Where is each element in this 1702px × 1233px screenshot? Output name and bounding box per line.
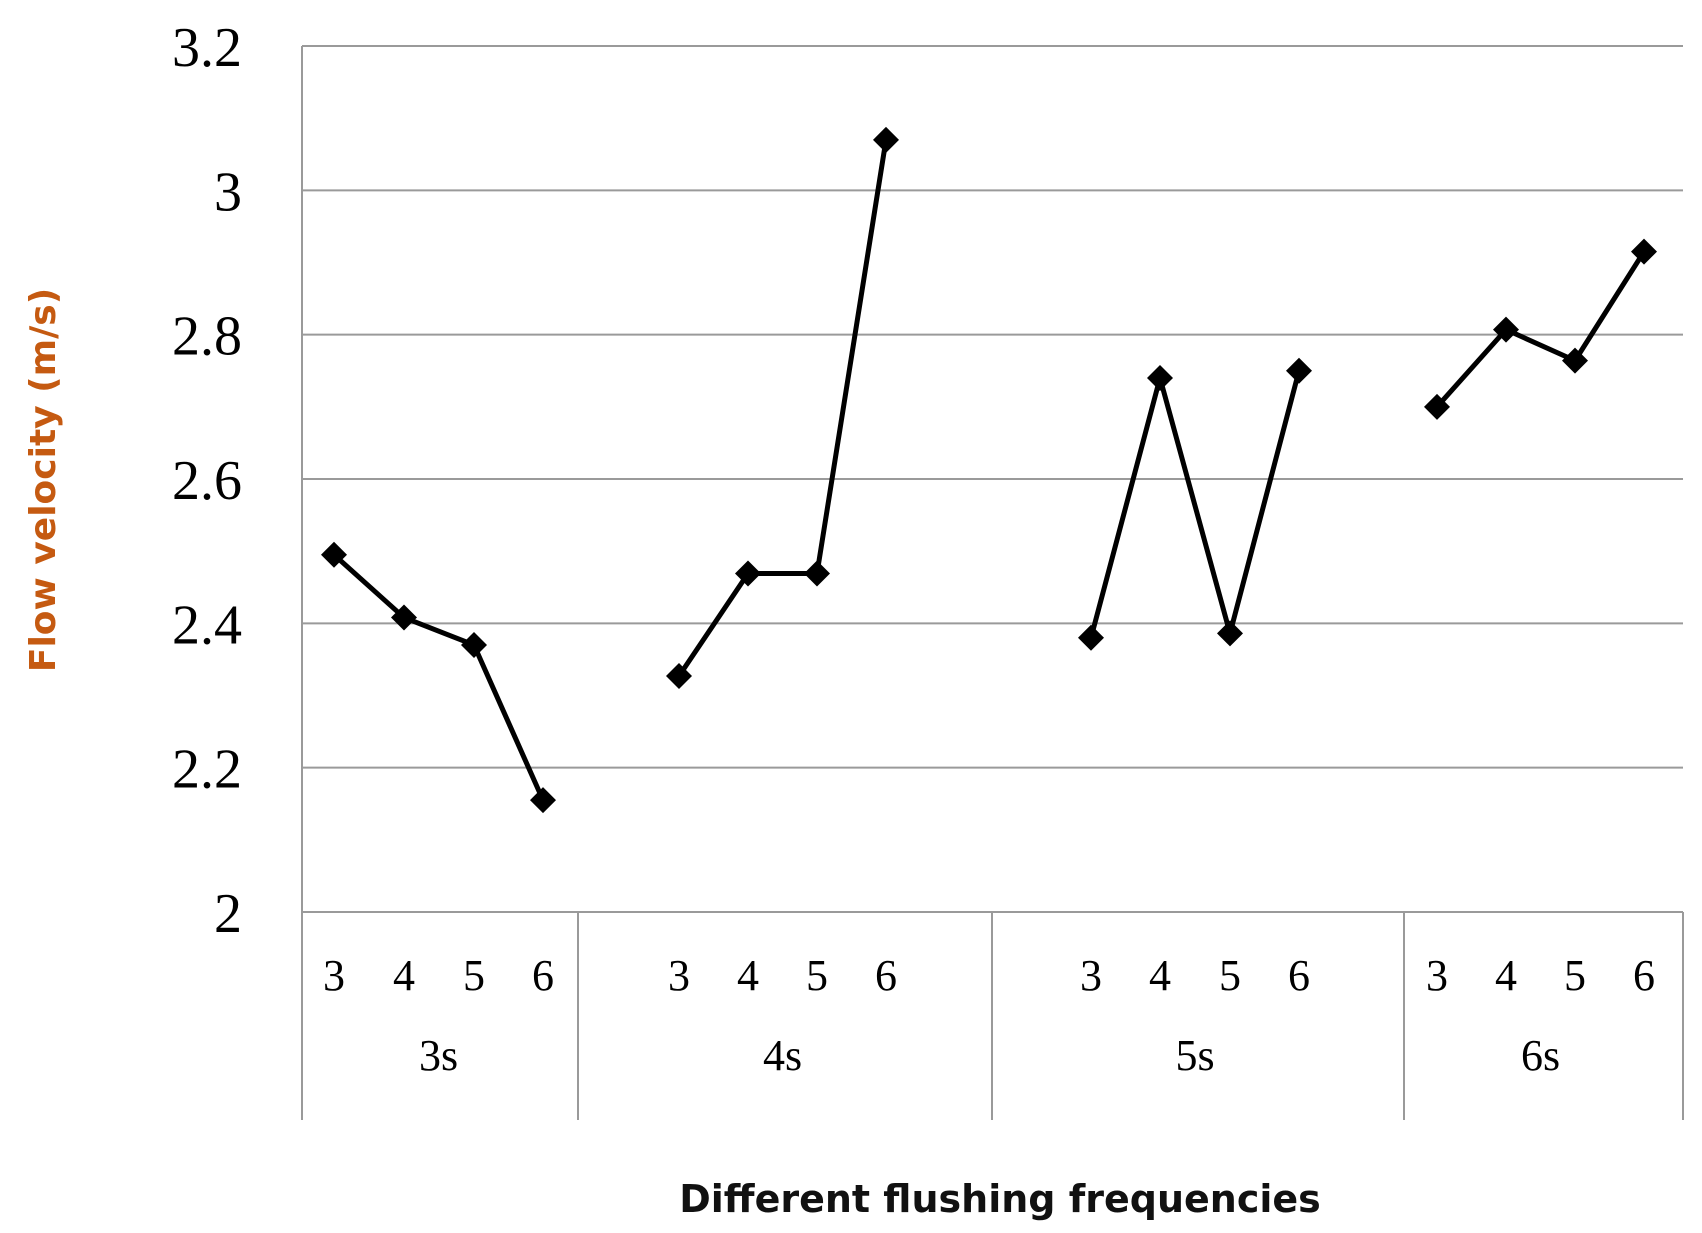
x-tick-label: 3 xyxy=(323,951,345,1000)
y-tick-label: 2 xyxy=(214,883,242,945)
data-point-marker xyxy=(1493,316,1519,343)
x-tick-label: 4 xyxy=(737,951,759,1000)
x-tick-label: 6 xyxy=(875,951,897,1000)
x-tick-label: 3 xyxy=(1426,951,1448,1000)
y-axis-ticks: 2 2.2 2.4 2.6 2.8 3 3.2 xyxy=(172,17,242,945)
data-point-marker xyxy=(1217,620,1243,647)
data-point-marker xyxy=(804,560,830,587)
x-tick-label: 5 xyxy=(1564,951,1586,1000)
x-tick-label: 6 xyxy=(532,951,554,1000)
x-tick-label: 6 xyxy=(1288,951,1310,1000)
x-tick-label: 5 xyxy=(463,951,485,1000)
data-point-marker xyxy=(1424,393,1450,420)
y-tick-label: 2.2 xyxy=(172,739,242,801)
x-tick-label: 4 xyxy=(393,951,415,1000)
x-tick-label: 4 xyxy=(1149,951,1171,1000)
x-tick-label: 4 xyxy=(1495,951,1517,1000)
series xyxy=(321,126,1657,814)
series-line xyxy=(1435,250,1647,409)
y-tick-label: 2.6 xyxy=(172,450,242,512)
data-point-marker xyxy=(873,126,899,153)
series-line xyxy=(332,552,546,802)
group-label: 5s xyxy=(1175,1031,1214,1080)
x-tick-label: 5 xyxy=(806,951,828,1000)
group-label: 6s xyxy=(1521,1031,1560,1080)
x-tick-label: 3 xyxy=(668,951,690,1000)
y-tick-label: 3 xyxy=(214,161,242,223)
data-point-marker xyxy=(735,560,761,587)
data-point-marker xyxy=(666,663,692,690)
x-axis-label: Different flushing frequencies xyxy=(679,1177,1321,1221)
data-point-marker xyxy=(1286,357,1312,384)
data-point-marker xyxy=(391,604,417,631)
y-tick-label: 3.2 xyxy=(172,17,242,79)
x-tick-label: 3 xyxy=(1080,951,1102,1000)
data-point-marker xyxy=(1147,364,1173,391)
x-tick-label: 5 xyxy=(1219,951,1241,1000)
group-label: 4s xyxy=(763,1031,802,1080)
data-point-marker xyxy=(1078,624,1104,651)
group-label: 3s xyxy=(419,1031,458,1080)
x-tick-label: 6 xyxy=(1633,951,1655,1000)
data-point-marker xyxy=(461,631,487,658)
data-point-marker xyxy=(1631,238,1657,265)
series-line xyxy=(1088,370,1302,639)
data-point-marker xyxy=(321,541,347,568)
data-point-marker xyxy=(1562,347,1588,374)
data-point-marker xyxy=(530,787,556,814)
gridlines xyxy=(302,45,1683,913)
y-axis-label: Flow velocity (m/s) xyxy=(23,288,64,672)
y-tick-label: 2.8 xyxy=(172,306,242,368)
y-tick-label: 2.4 xyxy=(172,594,242,656)
series-line xyxy=(676,139,889,678)
